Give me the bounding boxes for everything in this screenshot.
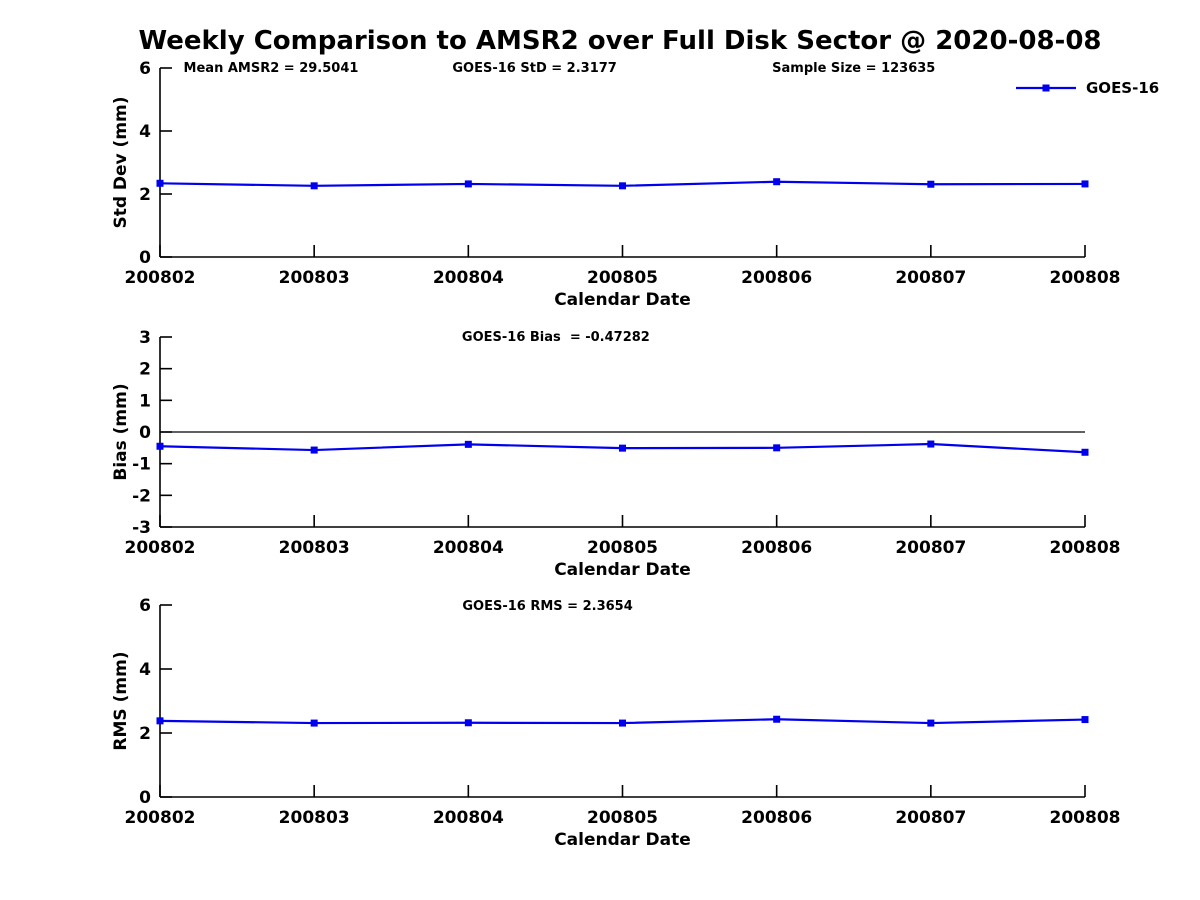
x-tick-label: 200808 (1050, 808, 1121, 828)
y-axis-title: Std Dev (mm) (111, 96, 131, 228)
x-axis-title: Calendar Date (554, 560, 691, 580)
annotation-text: GOES-16 RMS = 2.3654 (462, 599, 632, 614)
x-tick-label: 200803 (279, 538, 350, 558)
data-point-marker (464, 719, 472, 727)
y-tick-label: 4 (139, 660, 151, 680)
data-point-marker (464, 180, 472, 188)
y-tick-label: -3 (132, 518, 151, 538)
x-tick-label: 200802 (125, 268, 196, 288)
data-point-marker (927, 180, 935, 188)
y-tick-label: 2 (139, 724, 151, 744)
legend-marker (1042, 84, 1050, 92)
x-tick-label: 200806 (741, 538, 812, 558)
y-tick-label: 6 (139, 59, 151, 79)
y-tick-label: -2 (132, 486, 151, 506)
data-point-marker (156, 442, 164, 450)
rms-plot-svg: 0 2 4 6 200802 200803 200804 200805 200806 200807… (111, 596, 1121, 850)
x-tick-label: 200802 (125, 808, 196, 828)
annotation-text: GOES-16 StD = 2.3177 (452, 61, 616, 76)
chart-std-dev: 0 2 4 6 200802 200803 200804 200805 200806 200807… (0, 0, 1200, 310)
data-point-marker (1081, 448, 1089, 456)
x-tick-label: 200807 (895, 808, 966, 828)
y-axis-title: Bias (mm) (111, 383, 131, 480)
chart-rms: 0 2 4 6 200802 200803 200804 200805 200806 200807… (0, 580, 1200, 900)
data-point-marker (927, 719, 935, 727)
y-tick-label: 0 (139, 248, 151, 268)
data-point-marker (310, 719, 318, 727)
figure-title: Weekly Comparison to AMSR2 over Full Dis… (138, 26, 1102, 56)
annotation-text: GOES-16 Bias = -0.47282 (462, 330, 650, 345)
y-axis-title: RMS (mm) (111, 651, 131, 750)
y-tick-label: 6 (139, 596, 151, 616)
legend: GOES-16 (1016, 79, 1159, 97)
annotation-text: Sample Size = 123635 (772, 61, 935, 76)
x-tick-label: 200805 (587, 538, 658, 558)
y-tick-label: 0 (139, 423, 151, 443)
x-tick-label: 200806 (741, 808, 812, 828)
x-axis-title: Calendar Date (554, 290, 691, 310)
x-tick-label: 200806 (741, 268, 812, 288)
y-tick-label: 3 (139, 328, 151, 348)
data-point-marker (773, 715, 781, 723)
std-dev-plot-svg: 0 2 4 6 200802 200803 200804 200805 200806 200807… (111, 59, 1159, 310)
x-tick-label: 200807 (895, 268, 966, 288)
bias-plot-svg: -3 -2 -1 0 1 2 3 200802 200803 200804 200805 200806… (111, 328, 1121, 580)
data-point-marker (156, 179, 164, 187)
x-axis-title: Calendar Date (554, 830, 691, 850)
data-point-marker (619, 444, 626, 452)
y-tick-label: 2 (139, 185, 151, 205)
x-tick-label: 200805 (587, 808, 658, 828)
annotation-text: Mean AMSR2 = 29.5041 (184, 61, 359, 76)
data-point-marker (619, 719, 626, 727)
x-tick-label: 200805 (587, 268, 658, 288)
y-tick-label: 4 (139, 122, 151, 142)
data-point-marker (310, 182, 318, 190)
data-point-marker (773, 444, 781, 452)
x-tick-label: 200808 (1050, 268, 1121, 288)
data-point-marker (773, 178, 781, 186)
x-tick-label: 200804 (433, 808, 504, 828)
data-point-marker (156, 717, 164, 725)
x-tick-label: 200808 (1050, 538, 1121, 558)
chart-bias: -3 -2 -1 0 1 2 3 200802 200803 200804 200805 200806… (0, 310, 1200, 580)
x-tick-label: 200802 (125, 538, 196, 558)
data-point-marker (464, 440, 472, 448)
y-tick-label: 1 (139, 391, 151, 411)
data-point-marker (1081, 716, 1089, 724)
y-tick-label: 2 (139, 360, 151, 380)
x-tick-label: 200807 (895, 538, 966, 558)
x-tick-label: 200803 (279, 808, 350, 828)
x-tick-label: 200803 (279, 268, 350, 288)
y-tick-label: -1 (132, 455, 151, 475)
data-point-marker (1081, 180, 1089, 188)
legend-label: GOES-16 (1086, 79, 1159, 97)
y-tick-label: 0 (139, 788, 151, 808)
data-point-marker (310, 446, 318, 454)
x-tick-label: 200804 (433, 538, 504, 558)
x-tick-label: 200804 (433, 268, 504, 288)
data-point-marker (927, 440, 935, 448)
data-point-marker (619, 182, 626, 190)
